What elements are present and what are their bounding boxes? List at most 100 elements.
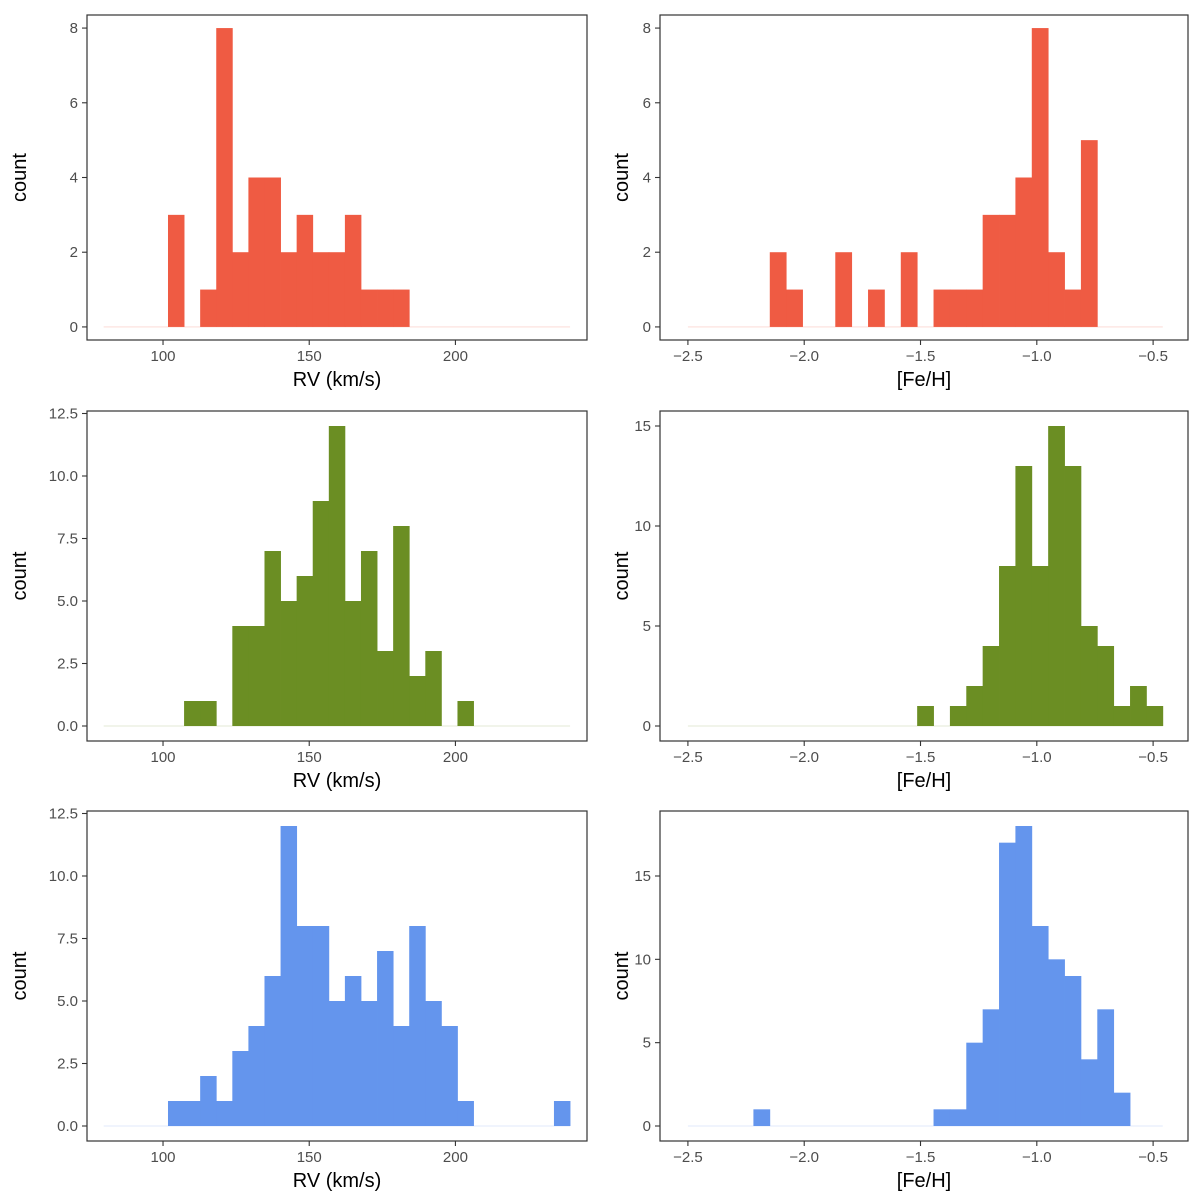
y-tick-label: 4: [643, 170, 651, 187]
y-tick-label: 8: [643, 20, 651, 37]
x-tick-label: −0.5: [1138, 1149, 1168, 1166]
x-axis-title: RV (km/s): [293, 369, 382, 391]
histogram-bar: [917, 706, 934, 726]
x-tick-label: −2.0: [789, 749, 819, 766]
histogram-bar: [184, 1101, 201, 1126]
x-tick-label: 100: [151, 1149, 176, 1166]
histogram-bar: [344, 601, 362, 726]
histogram-bar: [900, 252, 918, 327]
histogram-bar: [1048, 959, 1065, 1126]
y-tick-label: 12.5: [49, 806, 78, 823]
histogram-bar: [216, 28, 233, 327]
histogram-bar: [553, 1101, 571, 1126]
panel-border: [659, 810, 1189, 1142]
histogram-bar: [280, 826, 298, 1126]
x-tick-label: 150: [297, 749, 322, 766]
histogram-bar: [200, 289, 217, 327]
y-tick-label: 0: [70, 319, 78, 336]
histogram-bar: [933, 289, 951, 327]
histogram-bar: [949, 289, 967, 327]
x-axis-title: [Fe/H]: [897, 770, 951, 792]
histogram-bar: [393, 526, 410, 726]
x-tick-label: 100: [151, 749, 176, 766]
x-axis-title: [Fe/H]: [897, 369, 951, 391]
y-tick-label: 0.0: [57, 1118, 78, 1135]
histogram-bar: [264, 976, 281, 1126]
y-tick-label: 10: [634, 518, 651, 535]
y-axis-title: count: [9, 153, 31, 202]
y-tick-label: 6: [70, 95, 78, 112]
x-tick-label: 150: [297, 1149, 322, 1166]
y-tick-label: 5.0: [57, 993, 78, 1010]
histogram-bar: [1031, 926, 1049, 1126]
y-tick-label: 6: [643, 95, 651, 112]
y-tick-label: 2: [70, 244, 78, 261]
histogram-bar: [1015, 826, 1033, 1126]
panel-border: [659, 410, 1189, 742]
y-tick-label: 8: [70, 20, 78, 37]
histogram-bar: [1031, 28, 1049, 327]
x-tick-label: −2.5: [673, 348, 703, 365]
x-tick-label: −0.5: [1138, 749, 1168, 766]
x-tick-label: −2.0: [789, 348, 819, 365]
histogram-bar: [409, 926, 426, 1126]
histogram-bar: [1015, 177, 1033, 327]
histogram-bar: [377, 289, 394, 327]
x-tick-label: 150: [297, 348, 322, 365]
histogram-bar: [966, 289, 984, 327]
histogram-bar: [1031, 566, 1049, 726]
histogram-bar: [393, 289, 410, 327]
y-axis-title: count: [611, 153, 633, 202]
histogram-bar: [1064, 976, 1082, 1126]
panel-border: [86, 410, 588, 742]
histogram-bar: [232, 1051, 249, 1126]
histogram-bar: [248, 626, 265, 726]
panel-border: [659, 14, 1189, 341]
histogram-bar: [835, 252, 853, 327]
x-tick-label: −1.0: [1022, 348, 1052, 365]
x-axis-title: RV (km/s): [293, 770, 382, 792]
x-tick-label: −2.0: [789, 1149, 819, 1166]
y-tick-label: 10.0: [49, 468, 78, 485]
histogram-bar: [167, 1101, 185, 1126]
y-tick-label: 0.0: [57, 718, 78, 735]
histogram-bar: [232, 626, 249, 726]
histogram-bar: [264, 551, 281, 726]
histogram-bar: [232, 252, 249, 327]
histogram-bar: [409, 676, 426, 726]
histogram-bar: [360, 1001, 378, 1126]
histogram-bar: [457, 701, 474, 726]
histogram-bar: [1113, 706, 1131, 726]
y-tick-label: 7.5: [57, 931, 78, 948]
histogram-bar: [1080, 140, 1098, 327]
histogram-bar: [296, 214, 314, 327]
histogram-bar: [344, 214, 362, 327]
y-tick-label: 5: [643, 1035, 651, 1052]
histogram-bar: [1048, 426, 1065, 726]
y-tick-label: 7.5: [57, 531, 78, 548]
histogram-bar: [312, 252, 330, 327]
y-tick-label: 2.5: [57, 656, 78, 673]
histogram-bar: [966, 686, 984, 726]
y-tick-label: 0: [643, 718, 651, 735]
histogram-bar: [868, 289, 885, 327]
histogram-bar: [982, 214, 1000, 327]
histogram-bar: [1097, 1009, 1115, 1126]
panel-rv-bottom: 0.0 2.5 5.0 7.5 10.0 12.5 100 150 200 RV (km/s) co…: [9, 806, 588, 1192]
histogram-bar: [312, 926, 330, 1126]
histogram-bar: [933, 1109, 951, 1126]
x-tick-label: −1.5: [906, 1149, 936, 1166]
panel-feh-bottom: 0 5 10 15 −2.5 −2.0 −1.5 −1.0 −0.5 [Fe/H] count: [611, 810, 1189, 1192]
histogram-bar: [1097, 646, 1115, 726]
histogram-bar: [966, 1042, 984, 1126]
panel-feh-top: 0 2 4 6 8 −2.5 −2.0 −1.5 −1.0 −0.5 [Fe/H] count: [611, 14, 1189, 391]
y-tick-label: 15: [634, 418, 651, 435]
y-tick-label: 15: [634, 868, 651, 885]
histogram-bar: [393, 1026, 410, 1126]
panel-border: [86, 810, 588, 1142]
x-tick-label: 200: [443, 749, 468, 766]
histogram-bar: [1064, 289, 1082, 327]
histogram-bar: [377, 651, 394, 726]
histogram-bar: [1080, 626, 1098, 726]
x-tick-label: −2.5: [673, 749, 703, 766]
